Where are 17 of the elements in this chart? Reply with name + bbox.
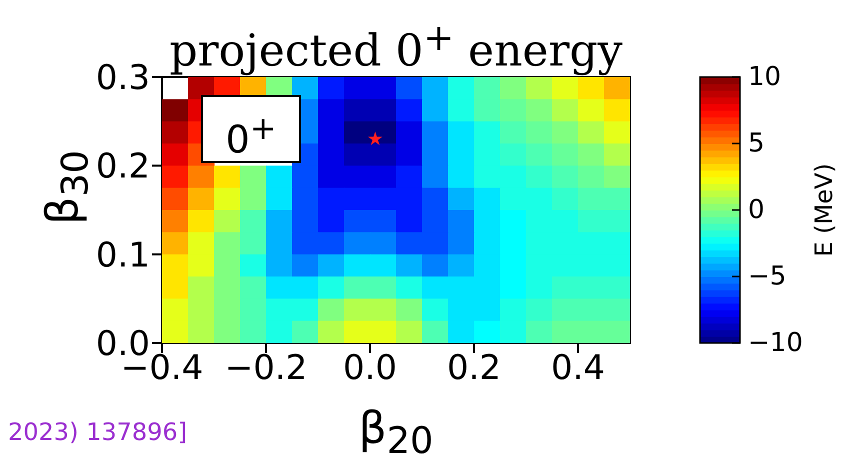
color-bar-title: E (MeV) [810, 163, 838, 257]
x-tick-label: 0.0 [342, 348, 398, 388]
y-tick-label: 0.2 [96, 146, 150, 187]
color-bar-label: −5 [748, 262, 786, 292]
y-tick-label: 0.1 [96, 235, 150, 276]
chart-title: projected 0$^{+}$ energy [169, 16, 623, 77]
x-tick-label: 0.2 [446, 348, 502, 388]
color-bar-label: 10 [748, 62, 782, 92]
x-axis-title: β$_{20}$ [358, 403, 434, 456]
color-bar-label: 5 [748, 128, 765, 158]
annotation: 0$^{+}$ [201, 95, 301, 163]
text: 2023) 137896] [8, 418, 188, 446]
y-tick-label: 0.3 [96, 58, 150, 98]
color-bar-label: −10 [748, 328, 803, 358]
x-tick-label: −0.2 [224, 348, 308, 388]
x-tick-label: 0.4 [550, 348, 606, 388]
color-bar-label: 0 [748, 195, 765, 225]
